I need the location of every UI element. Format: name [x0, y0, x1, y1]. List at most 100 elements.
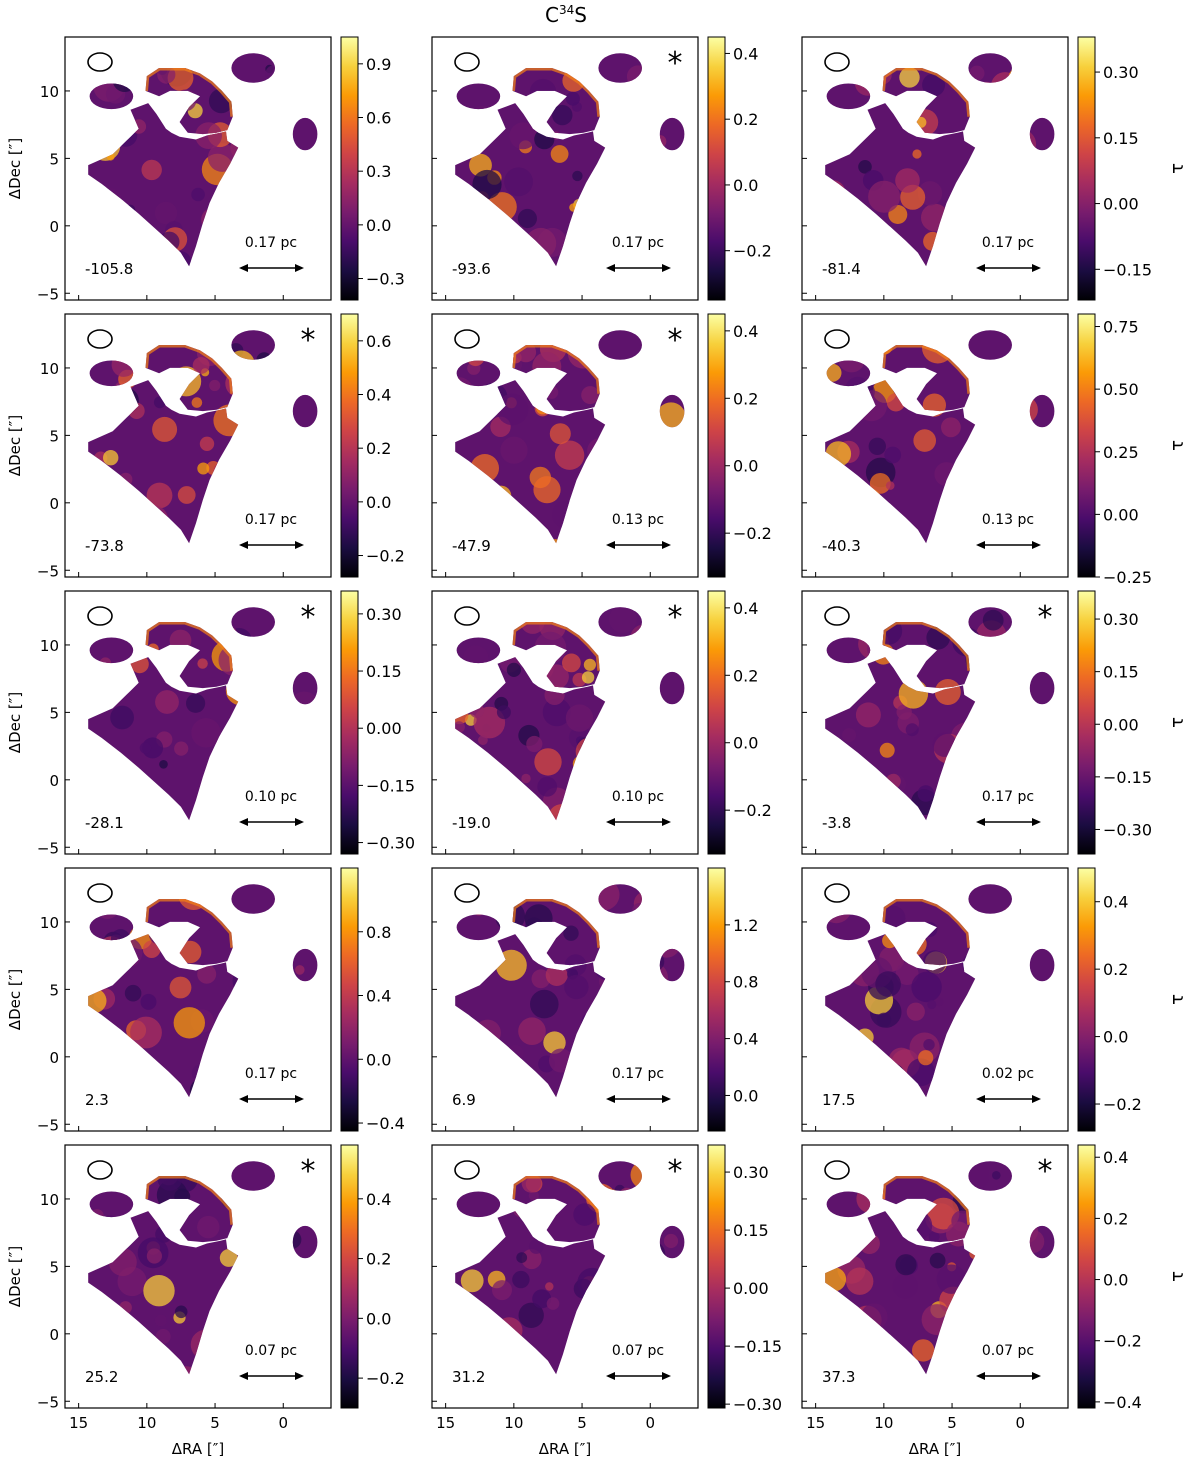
- tau-map-patch: [199, 436, 215, 451]
- colorbar-tick-label: 0.0: [366, 1050, 391, 1069]
- beam-ellipse: [87, 329, 113, 349]
- tau-map-patch: [583, 658, 597, 671]
- tau-map-patch: [266, 406, 284, 424]
- tau-map-patch: [251, 398, 277, 424]
- tau-map-patch: [885, 773, 901, 789]
- tau-map-patch: [549, 539, 562, 544]
- tau-map-patch: [288, 53, 314, 77]
- tau-map-patch: [607, 991, 620, 1004]
- tau-map-patch: [295, 911, 313, 929]
- tau-map-patch: [220, 1187, 241, 1209]
- scale-arrow-head-right: [295, 541, 304, 549]
- tau-map-patch: [922, 950, 947, 974]
- tau-map-patch: [470, 454, 499, 483]
- tau-map-patch: [568, 58, 580, 70]
- tau-map-patch: [469, 703, 485, 718]
- tau-map-patch: [611, 124, 627, 140]
- tau-map-patch: [140, 805, 167, 821]
- tau-map-patch: [630, 624, 658, 652]
- beam-ellipse: [87, 1160, 113, 1180]
- tau-map-patch: [1024, 70, 1052, 98]
- tau-map-patch: [856, 1028, 874, 1047]
- tau-map-patch: [606, 122, 627, 143]
- y-tick-label: 0: [49, 218, 59, 236]
- tau-map-patch: [899, 67, 920, 88]
- tau-map-patch: [1020, 1269, 1029, 1279]
- tau-map-patch: [859, 1233, 880, 1254]
- tau-map-patch: [524, 387, 536, 399]
- tau-map-patch: [518, 1302, 544, 1329]
- colorbar-tick-label: 0.4: [366, 1190, 391, 1209]
- tau-map-patch: [275, 702, 285, 713]
- colorbar-tick-label: 0.0: [366, 493, 391, 512]
- colorbar-tick-label: 0.2: [1103, 1209, 1128, 1228]
- scale-label: 0.13 pc: [612, 512, 664, 528]
- channel-panel: -81.4 0.17 pc 0.30 0.15 0.00 −0.15 τ: [801, 36, 1188, 301]
- tau-map-patch: [621, 1040, 634, 1054]
- scale-arrow-head-right: [295, 1372, 304, 1380]
- tau-map-patch: [114, 498, 135, 519]
- tau-map-patch: [971, 768, 994, 791]
- tau-map-patch: [268, 748, 294, 774]
- tau-map-patch: [104, 402, 121, 419]
- tau-map-patch: [528, 1190, 539, 1201]
- colorbar-label: τ: [1167, 440, 1188, 451]
- tau-map-patch: [270, 145, 303, 177]
- tau-map-patch: [531, 371, 551, 391]
- beam-ellipse: [454, 329, 480, 349]
- tau-map-patch: [965, 1328, 979, 1342]
- tau-map-patch: [1007, 985, 1034, 1011]
- channel-panel: * -28.1 0.10 pc 10 5 0 −5 ΔDec [″] 0.30 0.15 0.00 −…: [6, 590, 415, 857]
- tau-map-patch: [630, 1366, 657, 1375]
- tau-map-patch: [114, 123, 138, 147]
- tau-map-patch: [609, 607, 637, 634]
- x-tick-label: 10: [137, 1414, 156, 1432]
- tau-map-patch: [855, 702, 881, 728]
- tau-map-patch: [516, 1252, 528, 1263]
- tau-map-patch: [230, 412, 240, 422]
- tau-map-patch: [650, 1199, 671, 1220]
- tau-map-patch: [621, 95, 631, 105]
- tau-map-patch: [573, 1203, 596, 1226]
- tau-map-patch: [934, 997, 944, 1007]
- tau-map-patch: [547, 804, 576, 821]
- tau-map-patch: [997, 1236, 1008, 1247]
- tau-map-patch: [191, 397, 203, 408]
- tau-map-patch: [562, 1070, 590, 1097]
- tau-map-patch: [495, 901, 526, 932]
- tau-map-patch: [825, 1267, 847, 1292]
- tau-map-patch: [131, 1342, 149, 1361]
- tau-map-patch: [577, 63, 591, 78]
- tau-map-patch: [532, 1289, 552, 1309]
- tau-map-patch: [901, 937, 918, 955]
- tau-map-patch: [580, 537, 607, 544]
- x-tick-label: 10: [504, 1414, 523, 1432]
- figure-title-tail: S: [574, 3, 587, 27]
- tau-map-patch: [525, 227, 557, 259]
- tau-map-patch: [575, 1049, 601, 1076]
- tau-map-patch: [152, 416, 178, 442]
- tau-map-patch: [472, 237, 481, 246]
- tau-map-patch: [563, 925, 579, 941]
- tau-map-patch: [517, 208, 538, 229]
- tau-map-patch: [947, 802, 966, 821]
- tau-map-patch: [581, 887, 595, 901]
- tau-map-patch: [955, 349, 972, 366]
- tau-map-patch: [88, 1058, 109, 1084]
- tau-map-patch: [501, 233, 515, 247]
- tau-map-patch: [581, 1011, 604, 1034]
- plot-frame: [801, 313, 1069, 578]
- colorbar-label: τ: [1167, 163, 1188, 174]
- tau-map-patch: [969, 1247, 981, 1260]
- tau-map-patch: [913, 429, 936, 452]
- scale-arrow-head-left: [239, 1095, 248, 1103]
- tau-map-patch: [1036, 62, 1047, 73]
- colorbar-tick-label: −0.15: [366, 776, 415, 795]
- tau-map-patch: [837, 419, 850, 432]
- y-tick-label: 0: [49, 772, 59, 790]
- tau-map-patch: [88, 940, 101, 959]
- tau-map-patch: [134, 1352, 165, 1375]
- channel-panel: * 25.2 0.07 pc 10 5 0 −5 15 10 5 0 ΔDec [″] ΔRA [″] 0…: [6, 1144, 405, 1458]
- colorbar-tick-label: 0.2: [1103, 960, 1128, 979]
- y-tick-label: 10: [40, 83, 59, 101]
